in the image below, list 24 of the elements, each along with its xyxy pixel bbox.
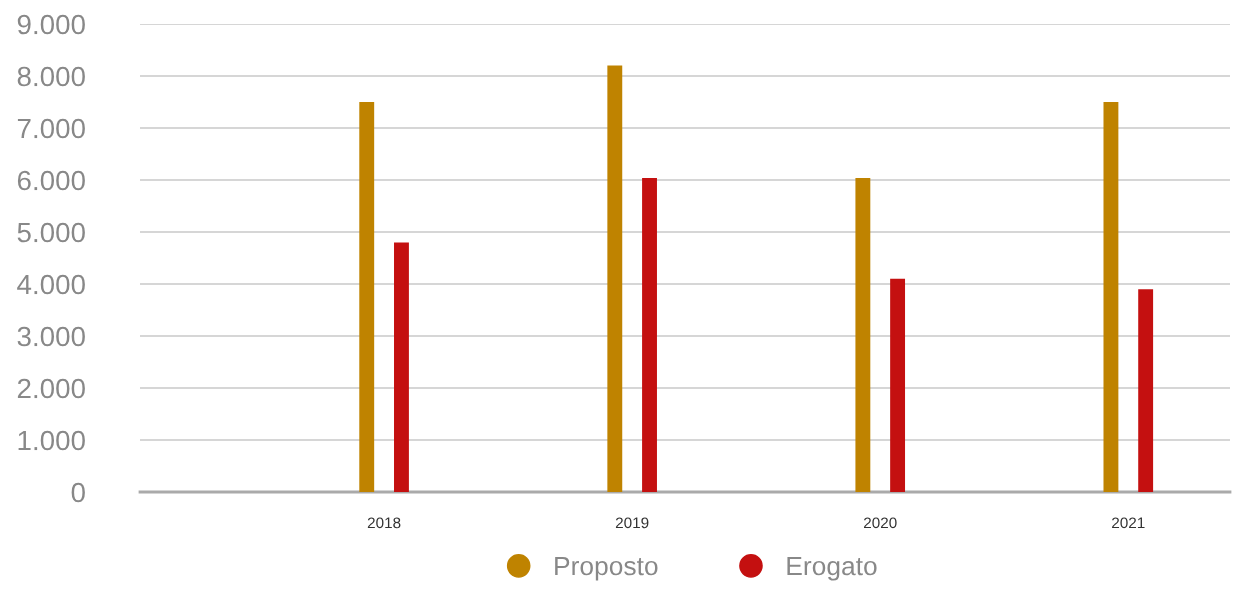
y-tick-label: 1.000 (18, 430, 85, 451)
x-tick-label: 2019 (615, 517, 649, 529)
bar (1138, 289, 1154, 492)
bar (607, 65, 623, 492)
y-tick-label: 2.000 (17, 378, 85, 399)
x-tick-label: 2021 (1112, 517, 1145, 529)
bar (1103, 102, 1119, 492)
bar (359, 102, 375, 492)
y-tick-label: 4.000 (17, 274, 85, 295)
x-tick-label: 2020 (864, 517, 897, 529)
y-tick-label: 7.000 (17, 118, 85, 139)
x-tick-label: 2018 (367, 517, 401, 529)
y-tick-label: 3.000 (17, 326, 85, 347)
bar (855, 177, 871, 492)
legend-label: Erogato (787, 556, 877, 581)
bar (890, 278, 906, 492)
legend-label: Proposto (555, 556, 658, 581)
y-tick-label: 9.000 (17, 14, 85, 35)
bar (394, 242, 409, 492)
y-tick-label: 0 (71, 482, 85, 503)
y-tick-label: 5.000 (17, 222, 85, 243)
bar (642, 177, 657, 492)
y-tick-label: 6.000 (17, 170, 85, 191)
y-tick-label: 8.000 (17, 66, 85, 87)
